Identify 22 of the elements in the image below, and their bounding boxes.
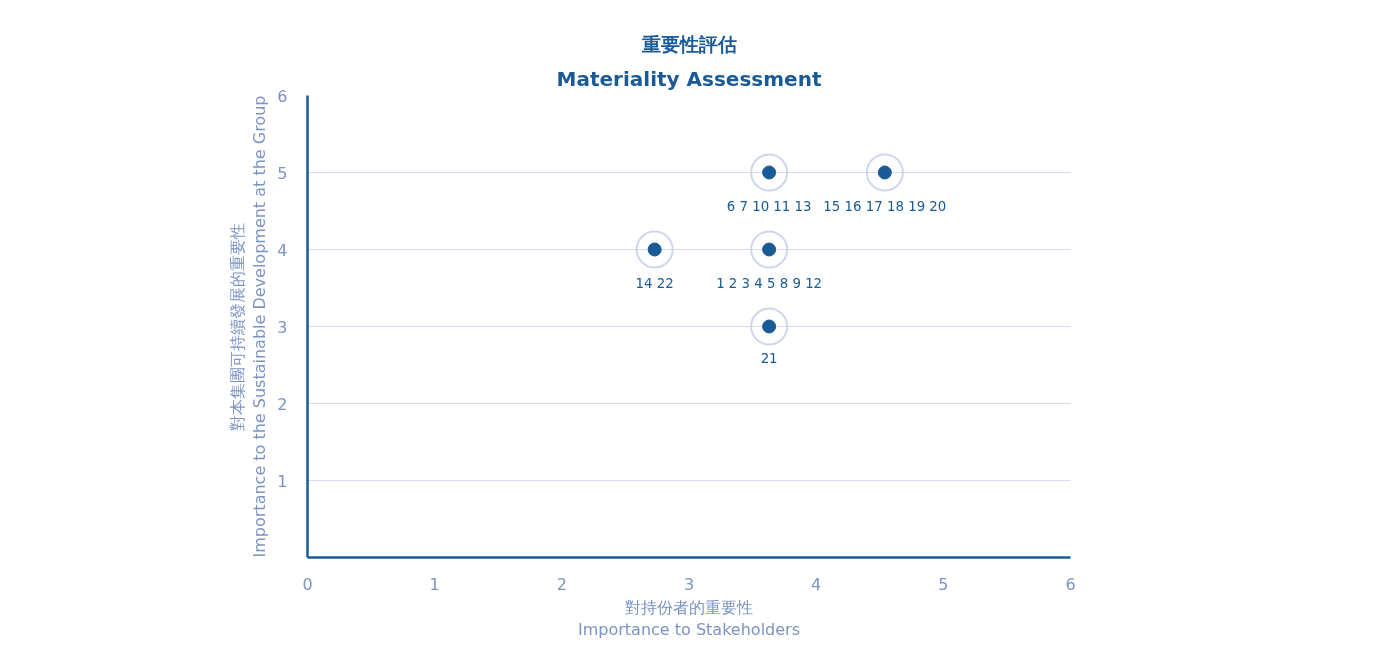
y-tick-label: 6	[277, 86, 288, 106]
y-tick-label: 5	[277, 163, 288, 183]
y-tick-label: 2	[277, 394, 288, 414]
x-tick-label: 1	[429, 574, 440, 594]
chart-title: 重要性評估	[640, 33, 737, 55]
x-tick-label: 6	[1065, 574, 1076, 594]
x-tick-label: 4	[811, 574, 822, 594]
annotation: 15 16 17 18 19 20	[823, 198, 947, 214]
x-tick-label: 5	[938, 574, 949, 594]
x-tick-label: 3	[683, 574, 695, 594]
y-axis-title: 對本集團可持續發展的重要性 Importance to the Sustainable Development at the Group	[227, 95, 270, 558]
chart-subtitle: Materiality Assessment	[556, 66, 822, 91]
x-axis-title: 對持份者的重要性 Importance to Stakeholders	[578, 597, 800, 640]
x-tick-label: 0	[302, 574, 313, 594]
annotation: 6 7 10 11 13	[726, 198, 812, 214]
y-tick-label: 1	[277, 471, 288, 491]
x-tick-label: 2	[556, 574, 567, 594]
annotation: 21	[760, 350, 778, 366]
y-tick-label: 4	[277, 240, 288, 260]
annotation: 1 2 3 4 5 8 9 12	[716, 275, 823, 291]
y-tick-label: 3	[277, 317, 288, 337]
annotation: 14 22	[635, 275, 674, 291]
